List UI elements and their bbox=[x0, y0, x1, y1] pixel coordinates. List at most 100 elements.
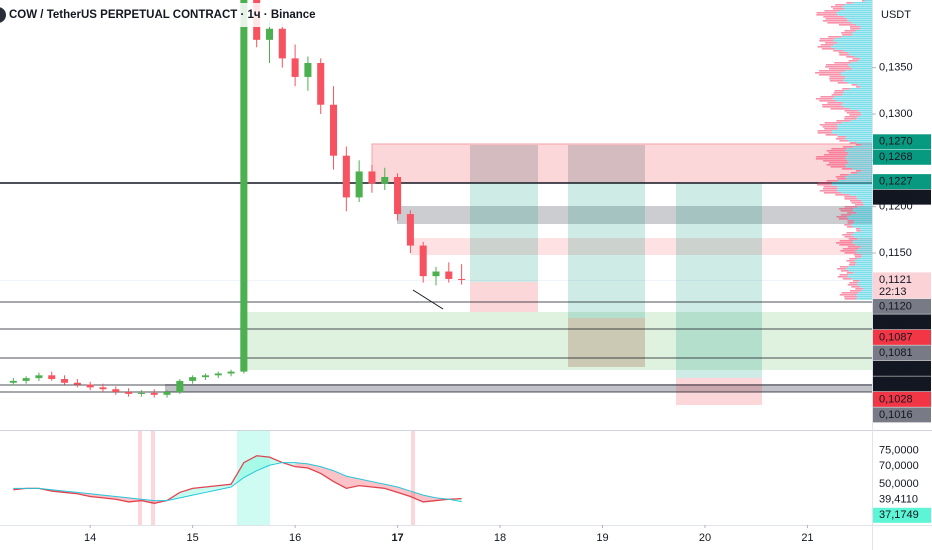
currency-box[interactable] bbox=[873, 0, 932, 30]
profile-bar bbox=[851, 234, 872, 236]
profile-bar bbox=[837, 136, 847, 138]
profile-bar bbox=[857, 296, 872, 298]
profile-bar bbox=[847, 226, 854, 228]
profile-bar bbox=[837, 134, 872, 136]
profile-bar bbox=[856, 252, 872, 254]
profile-bar bbox=[857, 172, 872, 174]
profile-bar bbox=[827, 22, 852, 24]
profile-bar bbox=[836, 190, 872, 192]
profile-bar bbox=[860, 114, 872, 116]
profile-bar bbox=[849, 142, 857, 144]
profile-bar bbox=[849, 88, 872, 90]
profile-bar bbox=[837, 128, 872, 130]
profile-bar bbox=[843, 90, 872, 92]
profile-bar bbox=[835, 176, 846, 178]
price-tag bbox=[873, 174, 931, 190]
profile-bar bbox=[848, 218, 872, 220]
profile-bar bbox=[850, 28, 860, 30]
profile-bar bbox=[855, 244, 872, 246]
profile-bar bbox=[860, 246, 872, 248]
profile-bar bbox=[848, 238, 858, 240]
profile-bar bbox=[846, 2, 853, 4]
profile-bar bbox=[851, 286, 861, 288]
price-tag bbox=[873, 298, 931, 314]
profile-bar bbox=[848, 140, 872, 142]
profile-bar bbox=[817, 132, 832, 134]
profile-bar bbox=[847, 154, 872, 156]
profile-bar bbox=[842, 34, 853, 36]
profile-bar bbox=[829, 78, 845, 80]
profile-bar bbox=[829, 162, 849, 164]
candle-body bbox=[125, 392, 133, 394]
price-tag bbox=[873, 272, 931, 299]
profile-bar bbox=[829, 68, 853, 70]
profile-bar bbox=[836, 120, 851, 122]
profile-bar bbox=[858, 292, 872, 294]
profile-bar bbox=[846, 178, 872, 180]
profile-bar bbox=[816, 12, 836, 14]
price-tag bbox=[873, 376, 931, 392]
profile-bar bbox=[857, 198, 872, 200]
price-tag-label: 0,1120 bbox=[879, 300, 912, 312]
price-tag bbox=[873, 149, 931, 165]
profile-bar bbox=[857, 282, 872, 284]
profile-bar bbox=[846, 112, 861, 114]
profile-bar bbox=[815, 72, 841, 74]
profile-bar bbox=[825, 134, 838, 136]
profile-bar bbox=[859, 58, 872, 60]
profile-bar bbox=[855, 228, 861, 230]
symbol-icon bbox=[0, 7, 6, 23]
profile-bar bbox=[834, 90, 844, 92]
profile-bar bbox=[819, 124, 838, 126]
profile-bar bbox=[823, 160, 848, 162]
profile-bar bbox=[847, 212, 857, 214]
y-tick-label: 0,1300 bbox=[879, 108, 913, 120]
profile-bar bbox=[845, 150, 872, 152]
profile-bar bbox=[860, 86, 872, 88]
profile-bar bbox=[824, 128, 838, 130]
profile-bar bbox=[848, 174, 872, 176]
highlight bbox=[411, 431, 415, 525]
price-tag-label: 0,1268 bbox=[879, 151, 913, 163]
profile-bar bbox=[863, 204, 872, 206]
profile-bar bbox=[837, 82, 848, 84]
profile-bar bbox=[840, 214, 851, 216]
profile-bar bbox=[828, 36, 842, 38]
currency[interactable]: USDT bbox=[881, 9, 911, 21]
x-tick-label: 19 bbox=[596, 532, 608, 544]
profile-bar bbox=[827, 102, 844, 104]
profile-bar bbox=[847, 152, 872, 154]
candle-body bbox=[22, 378, 30, 381]
profile-bar bbox=[852, 210, 872, 212]
profile-bar bbox=[855, 30, 872, 32]
profile-bar bbox=[849, 258, 857, 260]
profile-bar bbox=[822, 126, 838, 128]
profile-bar bbox=[826, 64, 849, 66]
candle-body bbox=[317, 63, 325, 105]
profile-bar bbox=[831, 184, 872, 186]
indicator-line bbox=[13, 462, 462, 503]
profile-bar bbox=[835, 138, 846, 140]
profile-bar bbox=[815, 158, 846, 160]
profile-bar bbox=[819, 190, 837, 192]
profile-bar bbox=[842, 94, 872, 96]
profile-bar bbox=[844, 252, 857, 254]
profile-bar bbox=[822, 20, 848, 22]
profile-bar bbox=[843, 102, 872, 104]
profile-bar bbox=[837, 186, 872, 188]
profile-bar bbox=[842, 6, 872, 8]
profile-bar bbox=[843, 146, 853, 148]
indicator-fill bbox=[423, 495, 436, 502]
candle-body bbox=[61, 379, 69, 383]
candle-body bbox=[368, 171, 376, 184]
profile-bar bbox=[844, 198, 858, 200]
profile-bar bbox=[846, 272, 854, 274]
profile-bar bbox=[843, 50, 872, 52]
candle-body bbox=[227, 371, 235, 374]
profile-bar bbox=[846, 136, 872, 138]
candle-body bbox=[381, 177, 389, 184]
profile-bar bbox=[861, 290, 872, 292]
chart-title: COW / TetherUS PERPETUAL CONTRACT · 1ч ·… bbox=[9, 9, 316, 21]
profile-bar bbox=[843, 92, 872, 94]
